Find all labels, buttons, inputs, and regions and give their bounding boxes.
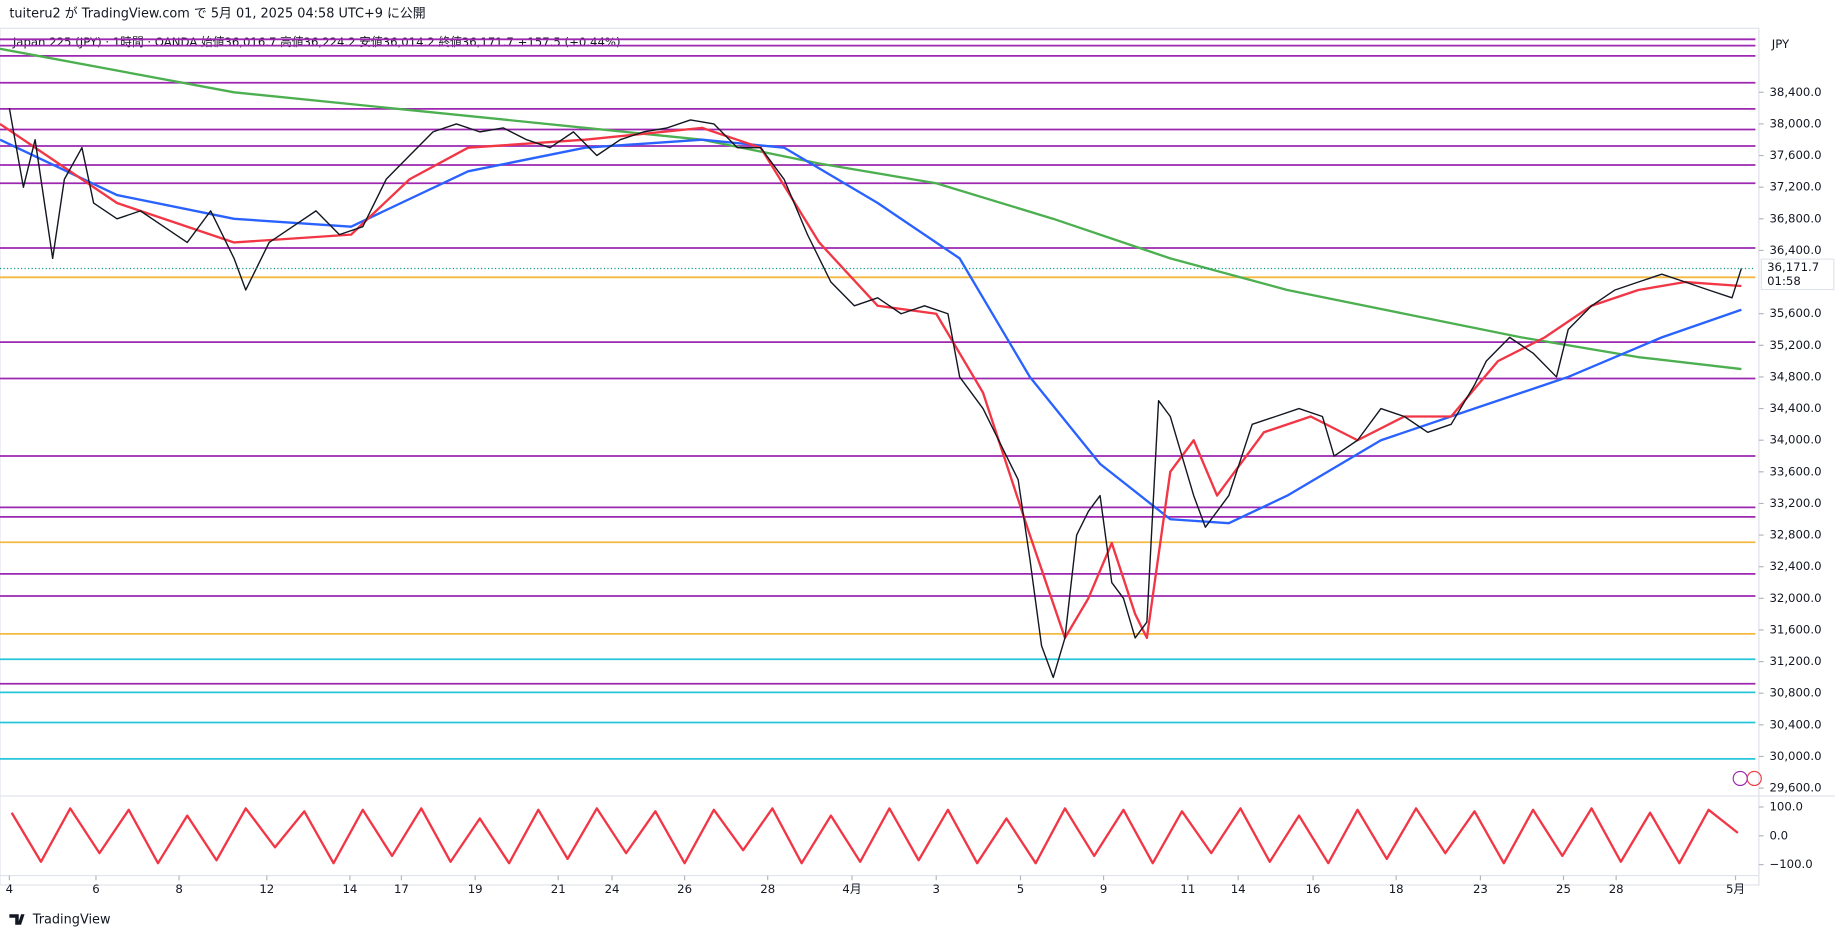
bar-countdown: 01:58 [1767,274,1801,288]
y-tick-label: 37,200.0 [1769,180,1821,194]
y-tick-label: 32,800.0 [1769,528,1821,542]
last-price-label: 36,171.7 [1767,260,1819,274]
y-tick-label: 35,200.0 [1769,338,1821,352]
x-tick-label: 17 [394,882,409,896]
tradingview-logo: TradingView [9,913,110,928]
x-tick-label: 9 [1100,882,1107,896]
y-tick-label: 37,600.0 [1769,148,1821,162]
last-price-tag [1760,258,1835,291]
x-tick-label: 3 [933,882,940,896]
x-tick-label: 26 [677,882,692,896]
series-line [8,107,1743,679]
y-tick-label: 34,800.0 [1769,369,1821,383]
y-tick-label: 31,600.0 [1769,622,1821,636]
y-tick-label: 35,600.0 [1769,306,1821,320]
x-tick-label: 21 [551,882,566,896]
x-tick-label: 28 [760,882,775,896]
x-tick-label: 4 [6,882,13,896]
series-line [10,807,1739,865]
x-tick-label: 11 [1180,882,1195,896]
x-tick-label: 12 [259,882,274,896]
y-tick-label: 32,000.0 [1769,591,1821,605]
y-tick-label: 34,000.0 [1769,433,1821,447]
x-tick-label: 18 [1389,882,1404,896]
x-tick-label: 19 [468,882,483,896]
y-tick-label: 29,600.0 [1769,781,1821,795]
y-tick-label: 30,400.0 [1769,717,1821,731]
x-tick-label: 14 [1231,882,1246,896]
footer-brand: TradingView [32,913,111,928]
currency-label: JPY [1771,37,1790,51]
y-tick-label: 100.0 [1769,799,1802,813]
y-tick-label: 33,600.0 [1769,464,1821,478]
x-tick-label: 6 [92,882,99,896]
x-tick-label: 5月 [1726,882,1745,896]
x-tick-label: 4月 [842,882,861,896]
y-tick-label: 36,400.0 [1769,243,1821,257]
x-tick-label: 24 [605,882,620,896]
publish-header: tuiteru2 が TradingView.com で 5月 01, 2025… [9,7,425,22]
y-tick-label: 32,400.0 [1769,559,1821,573]
y-tick-label: −100.0 [1769,857,1812,871]
x-tick-label: 25 [1556,882,1571,896]
y-tick-label: 30,000.0 [1769,749,1821,763]
y-tick-label: 33,200.0 [1769,496,1821,510]
x-tick-label: 23 [1473,882,1488,896]
x-tick-label: 8 [175,882,182,896]
x-tick-label: 14 [342,882,357,896]
y-tick-label: 38,400.0 [1769,85,1821,99]
alert-icon[interactable] [1746,770,1762,787]
x-tick-label: 16 [1306,882,1321,896]
x-tick-label: 28 [1609,882,1624,896]
y-tick-label: 34,400.0 [1769,401,1821,415]
y-tick-label: 30,800.0 [1769,686,1821,700]
series-line [0,122,1742,640]
y-tick-label: 0.0 [1769,828,1788,842]
y-tick-label: 38,000.0 [1769,116,1821,130]
y-tick-label: 36,800.0 [1769,211,1821,225]
symbol-legend: Japan 225 (JPY) · 1時間 · OANDA 始値36,016.7… [12,35,621,49]
series-line [0,47,1742,371]
y-tick-label: 31,200.0 [1769,654,1821,668]
logo-mark [9,914,25,925]
x-tick-label: 5 [1017,882,1024,896]
